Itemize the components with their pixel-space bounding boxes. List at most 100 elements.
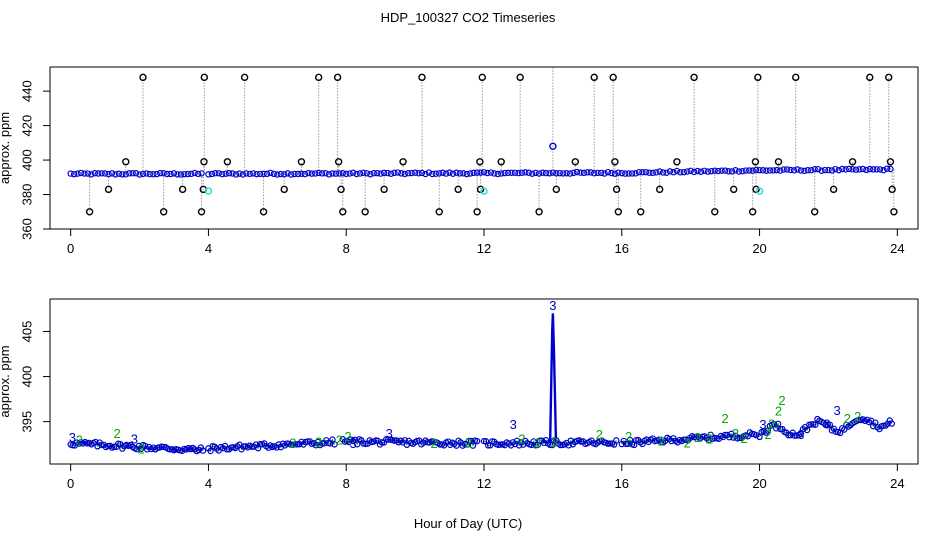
outlier-point (454, 185, 462, 194)
baseline-point (243, 170, 250, 177)
y-tick-label: 360 (19, 218, 34, 240)
baseline-point (384, 169, 391, 177)
co2-point (227, 444, 235, 451)
outlier-point (590, 73, 598, 82)
flag-label: 2 (596, 427, 603, 442)
co2-point (774, 420, 782, 428)
baseline-point (746, 167, 753, 174)
outlier-point (122, 158, 130, 166)
x-tick-label: 20 (752, 476, 766, 491)
baseline-point (584, 169, 591, 176)
baseline-point (239, 171, 247, 178)
baseline-point (225, 170, 233, 177)
outlier-point (333, 73, 342, 82)
baseline-point (611, 170, 619, 177)
baseline-point (270, 170, 278, 178)
baseline-point (749, 167, 756, 174)
baseline-point (336, 170, 343, 177)
outlier-point (637, 208, 645, 216)
baseline-point (635, 168, 643, 176)
outlier-point (552, 185, 561, 194)
baseline-point (250, 170, 257, 177)
top-panel: 0 4 8 12 16 20 24 360 380 400 420 440 approx. ppm (0, 66, 919, 256)
baseline-point (287, 171, 295, 178)
baseline-point (491, 170, 498, 177)
baseline-point (708, 167, 715, 175)
baseline-point (845, 165, 853, 173)
co2-point (287, 441, 295, 448)
baseline-point (622, 170, 629, 177)
baseline-point (108, 170, 116, 177)
baseline-point (828, 167, 836, 174)
baseline-point (777, 167, 784, 174)
baseline-point (132, 170, 140, 177)
co2-point (318, 440, 326, 447)
outlier-point (754, 73, 762, 82)
baseline-point (429, 170, 436, 178)
plot-frame (49, 66, 919, 230)
flag-label: 2 (732, 426, 739, 441)
flag-label: 2 (551, 434, 558, 449)
baseline-point (535, 170, 543, 177)
y-tick-label: 420 (19, 115, 34, 137)
flag-label: 2 (778, 393, 785, 408)
outlier-point (297, 158, 306, 166)
x-tick-label: 8 (343, 476, 350, 491)
baseline-point (711, 167, 718, 174)
outlier-point (890, 208, 898, 216)
outlier-point (139, 73, 147, 82)
flag-label: 2 (694, 430, 701, 445)
baseline-point (680, 168, 687, 176)
flag-label: 2 (336, 433, 343, 448)
baseline-point (460, 170, 467, 177)
outlier-point (476, 158, 484, 166)
baseline-point (291, 170, 298, 178)
baseline-point (274, 171, 281, 178)
baseline-point (856, 166, 863, 173)
outlier-point (885, 73, 893, 82)
outlier-point (612, 185, 621, 194)
baseline-point (301, 170, 309, 178)
co2-point (888, 420, 896, 427)
baseline-point (377, 170, 384, 177)
x-tick-label: 24 (890, 241, 904, 256)
spike-line (548, 313, 558, 443)
baseline-point (181, 170, 188, 178)
flag-label: 2 (740, 431, 747, 446)
outlier-point (159, 208, 168, 216)
baseline-point (766, 167, 774, 174)
baseline-point (229, 170, 236, 177)
flag-label: 3 (349, 436, 356, 451)
baseline-point (101, 170, 109, 177)
baseline-point (518, 169, 526, 176)
baseline-point (143, 170, 150, 177)
y-axis-label: approx. ppm (0, 112, 12, 184)
baseline-point (832, 165, 839, 173)
outlier-point (240, 73, 249, 82)
baseline-point (360, 169, 367, 176)
baseline-point (601, 170, 608, 177)
baseline-point (732, 167, 739, 174)
flag-label: 3 (69, 430, 76, 445)
outlier-point (611, 158, 619, 166)
baseline-point (659, 169, 667, 176)
outlier-point (516, 73, 524, 82)
co2-point (557, 441, 564, 449)
baseline-point (670, 169, 677, 176)
baseline-point (436, 170, 443, 177)
baseline-point (470, 169, 477, 177)
flag-label: 2 (721, 411, 728, 426)
outlier-point (655, 185, 664, 194)
baseline-point (808, 166, 815, 174)
baseline-point (449, 170, 457, 177)
flag-label: 2 (658, 433, 665, 448)
baseline-point (804, 167, 811, 174)
baseline-point (312, 170, 319, 177)
baseline-point (580, 169, 588, 177)
baseline-point (236, 170, 243, 177)
y-tick-label: 380 (19, 184, 34, 206)
baseline-point (690, 168, 698, 176)
baseline-point (432, 170, 439, 177)
baseline-point (790, 167, 798, 174)
outlier-point (614, 208, 623, 216)
